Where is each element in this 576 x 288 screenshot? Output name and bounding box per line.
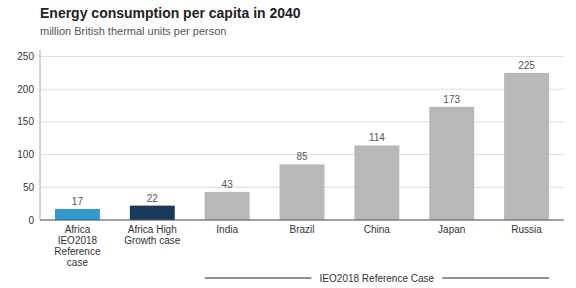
x-tick-label: Brazil [289, 224, 314, 235]
x-tick-label: China [364, 224, 391, 235]
bar [130, 206, 175, 220]
x-tick-label: Africa HighGrowth case [124, 224, 181, 246]
chart: Energy consumption per capita in 2040 mil… [0, 0, 576, 288]
x-tick-label: India [216, 224, 238, 235]
y-tick-label: 150 [17, 116, 34, 127]
data-label: 173 [443, 94, 460, 105]
data-label: 85 [296, 151, 308, 162]
grid-line [40, 56, 564, 57]
data-label: 225 [518, 60, 535, 71]
grid-line [40, 121, 564, 122]
y-tick-label: 0 [28, 215, 34, 226]
y-tick-label: 100 [17, 149, 34, 160]
grid [40, 57, 564, 220]
bar [429, 107, 474, 220]
title: Energy consumption per capita in 2040 [40, 5, 301, 21]
data-label: 17 [72, 196, 84, 207]
bar [205, 192, 250, 220]
annotation: IEO2018 Reference Case [320, 273, 435, 284]
y-tick-label: 50 [23, 182, 35, 193]
bar [504, 73, 549, 220]
bar [55, 209, 100, 220]
y-tick-label: 200 [17, 84, 34, 95]
x-axis-line [40, 220, 564, 221]
bars [55, 73, 549, 220]
annotation-line [442, 278, 549, 279]
data-label: 43 [222, 179, 234, 190]
annotation-line [205, 278, 312, 279]
y-tick-label: 250 [17, 51, 34, 62]
bar [354, 145, 399, 220]
grid-line [40, 89, 564, 90]
data-label: 22 [147, 193, 159, 204]
x-tick-label: Japan [438, 224, 465, 235]
x-tick-label: Russia [511, 224, 542, 235]
bar [280, 164, 325, 220]
grid-line [40, 220, 564, 221]
x-tick-label: AfricaIEO2018Referencecase [54, 224, 101, 268]
data-label: 114 [369, 132, 385, 143]
y-axis-line [40, 50, 41, 220]
subtitle: million British thermal units per person [40, 25, 226, 37]
